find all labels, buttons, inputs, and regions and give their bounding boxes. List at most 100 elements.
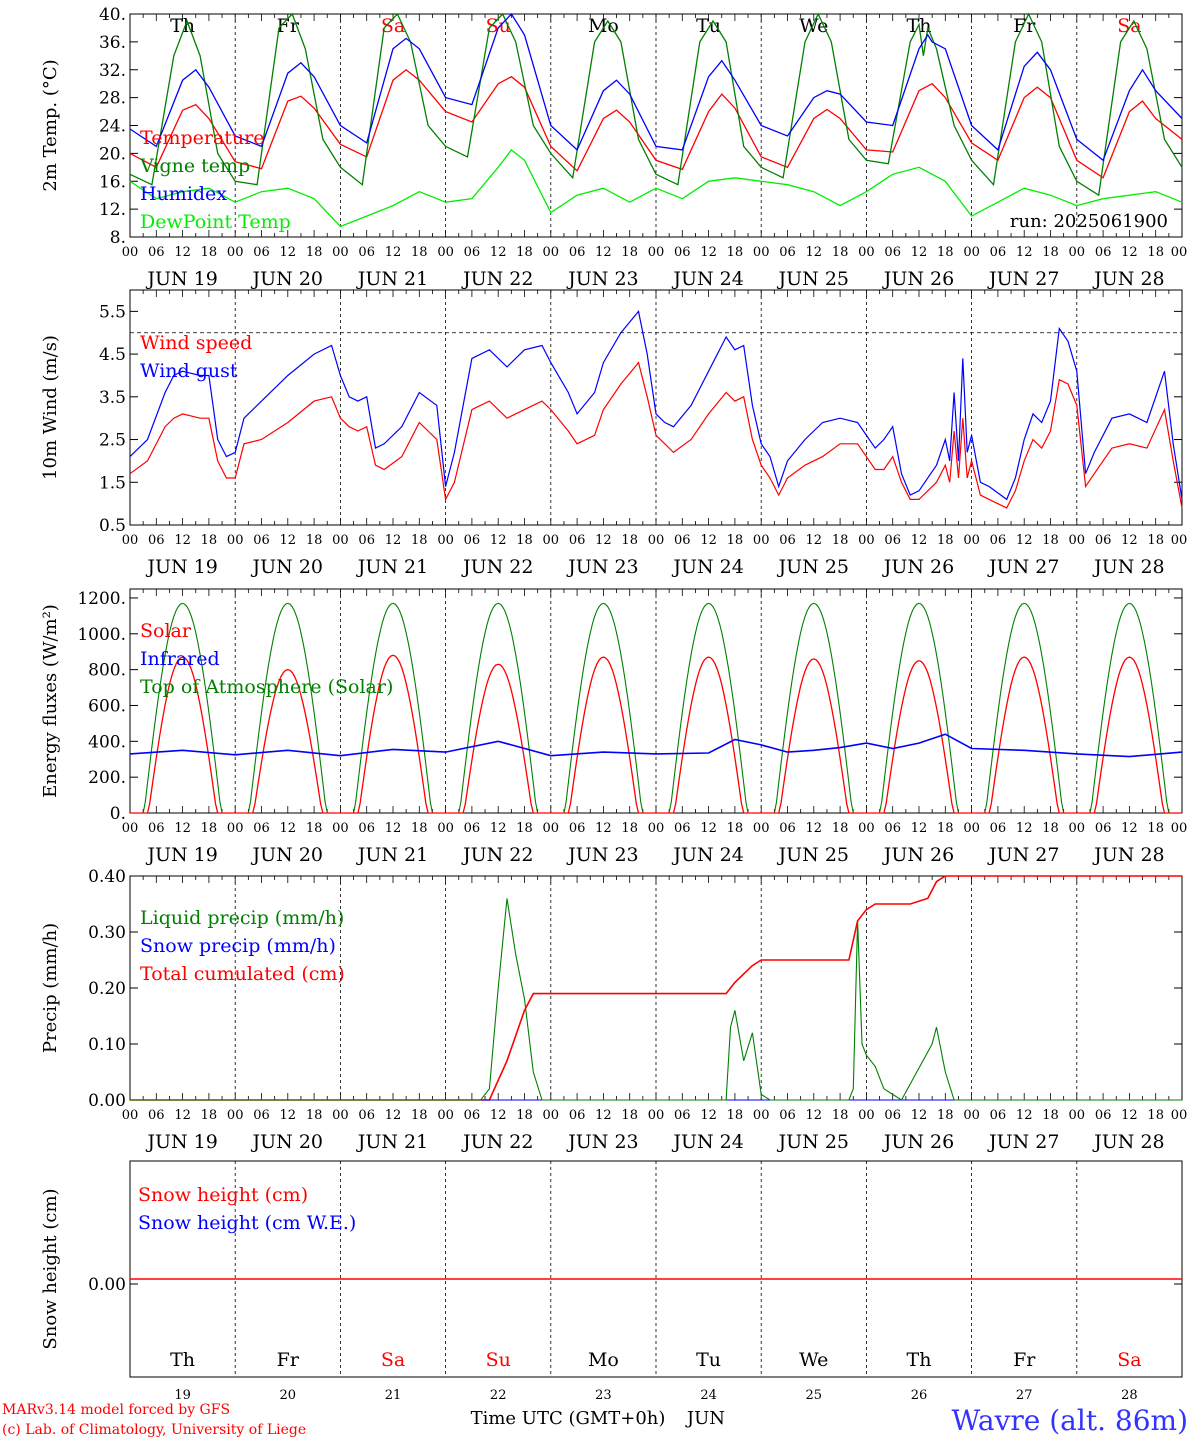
hour-tick-label: 18 [201,533,218,548]
date-label: JUN 28 [1092,844,1164,866]
hour-tick-label: 00 [437,821,454,836]
hour-tick-label: 06 [569,533,586,548]
hour-tick-label: 00 [648,1108,665,1123]
hour-tick-label: 12 [595,245,612,260]
hour-tick-label: 18 [832,533,849,548]
day-number: 24 [700,1388,717,1403]
hour-tick-label: 00 [963,1108,980,1123]
y-tick-label: 28. [99,89,126,109]
y-tick-label: 0.20 [88,979,126,999]
hour-tick-label: 00 [858,821,875,836]
day-number: 27 [1016,1388,1033,1403]
y-axis-label: Precip (mm/h) [40,923,61,1053]
weekday-label: Sa [1117,15,1141,37]
credit-line: (c) Lab. of Climatology, University of L… [2,1422,306,1438]
weekday-label: Tu [696,15,721,37]
hour-tick-label: 06 [884,821,901,836]
panel-frame [129,13,1183,238]
hour-tick-label: 18 [621,245,638,260]
hour-tick-label: 12 [806,821,823,836]
date-label: JUN 23 [566,268,638,290]
hour-tick-label: 06 [674,245,691,260]
day-number: 25 [806,1388,823,1403]
y-tick-label: 16. [99,172,126,192]
hour-tick-label: 12 [911,1108,928,1123]
date-label: JUN 22 [461,844,533,866]
date-label: JUN 20 [251,556,323,578]
weekday-label: Th [170,15,195,37]
hour-tick-label: 18 [621,533,638,548]
series-line-infrared [129,733,1183,758]
hour-tick-label: 06 [569,821,586,836]
legend-entry: Snow height (cm W.E.) [138,1212,356,1234]
hour-tick-label: 18 [411,821,428,836]
day-number: 19 [174,1388,191,1403]
hour-tick-label: 06 [253,821,270,836]
y-tick-label: 5.5 [99,302,126,322]
hour-tick-label: 00 [122,245,139,260]
hour-tick-label: 12 [700,1108,717,1123]
hour-tick-label: 06 [990,1108,1007,1123]
date-label: JUN 22 [461,556,533,578]
weekday-label: Fr [1013,1349,1036,1371]
date-label: JUN 23 [566,556,638,578]
hour-tick-label: 12 [174,245,191,260]
hour-tick-label: 18 [1147,245,1164,260]
legend-entry: Top of Atmosphere (Solar) [140,676,393,698]
hour-tick-label: 18 [306,1108,323,1123]
hour-tick-label: 12 [1016,245,1033,260]
hour-tick-label: 06 [253,1108,270,1123]
hour-tick-label: 06 [148,533,165,548]
y-tick-label: 0.10 [88,1035,126,1055]
hour-tick-label: 18 [937,245,954,260]
hour-tick-label: 06 [358,821,375,836]
hour-tick-label: 18 [516,1108,533,1123]
date-label: JUN 21 [356,1131,428,1153]
hour-tick-label: 00 [1171,821,1188,836]
y-tick-label: 0. [110,804,126,824]
legend-entry: Snow precip (mm/h) [140,935,336,957]
hour-tick-label: 00 [332,245,349,260]
hour-tick-label: 00 [858,245,875,260]
day-number: 26 [911,1388,928,1403]
y-axis-label: 2m Temp. (°C) [40,59,61,191]
hour-tick-label: 06 [779,533,796,548]
y-axis-label: Snow height (cm) [40,1188,61,1349]
hour-tick-label: 12 [806,1108,823,1123]
hour-tick-label: 06 [1095,821,1112,836]
hour-tick-label: 18 [832,245,849,260]
hour-tick-label: 06 [674,533,691,548]
y-tick-label: 20. [99,144,126,164]
legend-entry: Solar [140,620,192,642]
hour-tick-label: 18 [516,245,533,260]
hour-tick-label: 00 [648,533,665,548]
date-label: JUN 21 [356,556,428,578]
day-number: 21 [385,1388,402,1403]
hour-tick-label: 12 [490,533,507,548]
series-line-dewpoint-temp [129,148,1183,228]
hour-tick-label: 00 [1171,245,1188,260]
legend-entry: DewPoint Temp [140,211,291,233]
y-tick-label: 0.5 [99,516,126,536]
hour-tick-label: 00 [963,245,980,260]
hour-tick-label: 06 [358,533,375,548]
date-label: JUN 21 [356,268,428,290]
hour-tick-label: 06 [253,533,270,548]
y-tick-label: 24. [99,117,126,137]
date-label: JUN 26 [882,1131,954,1153]
legend-entry: Liquid precip (mm/h) [140,907,344,929]
hour-tick-label: 18 [1147,1108,1164,1123]
date-label: JUN 24 [671,1131,743,1153]
y-tick-label: 36. [99,33,126,53]
hour-tick-label: 12 [911,533,928,548]
day-number: 20 [280,1388,297,1403]
hour-tick-label: 00 [753,1108,770,1123]
hour-tick-label: 00 [332,1108,349,1123]
weekday-label: Sa [381,1349,405,1371]
hour-tick-label: 12 [174,533,191,548]
hour-tick-label: 12 [1016,821,1033,836]
hour-tick-label: 00 [227,245,244,260]
date-label: JUN 21 [356,844,428,866]
date-label: JUN 28 [1092,1131,1164,1153]
legend-entry: Infrared [140,648,220,670]
